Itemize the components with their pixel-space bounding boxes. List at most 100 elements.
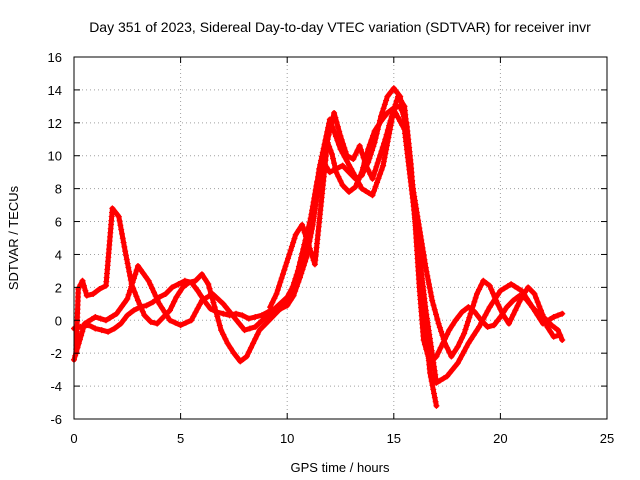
data-point-marker [278, 275, 285, 282]
data-point-marker [346, 161, 353, 168]
data-point-marker [518, 287, 525, 294]
data-point-marker [484, 308, 491, 315]
data-point-marker [111, 325, 118, 332]
data-point-marker [222, 304, 229, 311]
data-point-marker [337, 132, 344, 139]
data-point-marker [531, 290, 538, 297]
data-point-marker [506, 300, 513, 307]
data-point-marker [475, 313, 482, 320]
data-point-marker [326, 169, 333, 176]
data-point-marker [220, 300, 227, 307]
data-point-marker [317, 157, 324, 164]
data-point-marker [370, 143, 377, 150]
data-point-marker [312, 194, 319, 201]
data-point-marker [210, 299, 217, 306]
data-point-marker [118, 226, 125, 233]
data-point-marker [266, 317, 273, 324]
data-point-marker [473, 327, 480, 334]
data-point-marker [334, 123, 341, 130]
data-point-marker [480, 277, 487, 284]
data-point-marker [179, 284, 186, 291]
data-point-marker [120, 239, 127, 246]
data-point-marker [105, 328, 112, 335]
data-point-marker [82, 287, 89, 294]
data-point-marker [262, 320, 269, 327]
plot-frame [73, 56, 608, 420]
data-point-marker [156, 300, 163, 307]
data-point-marker [106, 315, 113, 322]
data-point-marker [495, 301, 502, 308]
data-point-marker [382, 136, 389, 143]
data-point-marker [213, 294, 220, 301]
data-point-marker [459, 309, 466, 316]
data-point-marker [430, 386, 437, 393]
data-point-marker [448, 353, 455, 360]
data-point-marker [298, 262, 305, 269]
data-point-marker [358, 172, 365, 179]
data-point-marker [422, 264, 429, 271]
data-point-marker [528, 287, 535, 294]
data-point-marker [423, 268, 430, 275]
data-point-marker [384, 109, 391, 116]
data-point-marker [526, 299, 533, 306]
data-point-marker [141, 312, 148, 319]
data-point-marker [430, 302, 437, 309]
data-point-marker [550, 313, 557, 320]
data-point-marker [228, 310, 235, 317]
data-point-marker [547, 316, 554, 323]
data-point-marker [470, 302, 477, 309]
data-point-marker [466, 314, 473, 321]
data-point-marker [126, 272, 133, 279]
data-point-marker [330, 155, 337, 162]
data-point-marker [326, 127, 333, 134]
data-point-marker [432, 398, 439, 405]
data-point-marker [299, 221, 306, 228]
data-point-marker [374, 179, 381, 186]
y-axis-label: SDTVAR / TECUs [6, 185, 21, 290]
data-point-marker [191, 283, 198, 290]
data-point-marker [544, 323, 551, 330]
data-point-marker [137, 266, 144, 273]
data-point-marker [129, 279, 136, 286]
data-point-marker [132, 271, 139, 278]
data-point-marker [325, 131, 332, 138]
data-point-marker [461, 330, 468, 337]
data-point-marker [273, 290, 280, 297]
data-point-marker [505, 320, 512, 327]
data-point-marker [125, 291, 132, 298]
data-point-marker [363, 162, 370, 169]
data-point-marker [304, 237, 311, 244]
data-point-marker [309, 214, 316, 221]
data-point-marker [308, 218, 315, 225]
data-point-marker [422, 260, 429, 267]
data-point-marker [286, 251, 293, 258]
data-point-marker [300, 254, 307, 261]
data-point-marker [313, 186, 320, 193]
data-point-marker [429, 382, 436, 389]
data-point-marker [375, 122, 382, 129]
data-point-marker [484, 323, 491, 330]
data-point-marker [435, 349, 442, 356]
data-point-marker [451, 348, 458, 355]
data-point-marker [157, 317, 164, 324]
data-point-marker [340, 140, 347, 147]
data-point-marker [395, 114, 402, 121]
data-point-marker [206, 285, 213, 292]
data-point-marker [218, 327, 225, 334]
data-point-marker [452, 363, 459, 370]
data-point-marker [543, 318, 550, 325]
data-point-marker [126, 287, 133, 294]
y-tick-label: -2 [50, 346, 62, 361]
data-point-marker [113, 310, 120, 317]
data-point-marker [449, 366, 456, 373]
y-tick-label: 0 [55, 313, 62, 328]
data-point-marker [285, 255, 292, 262]
data-point-marker [548, 322, 555, 329]
data-point-marker [550, 333, 557, 340]
data-point-marker [427, 289, 434, 296]
data-point-marker [97, 315, 104, 322]
data-point-marker [482, 312, 489, 319]
data-point-marker [369, 175, 376, 182]
data-point-marker [182, 281, 189, 288]
data-point-marker [331, 109, 338, 116]
